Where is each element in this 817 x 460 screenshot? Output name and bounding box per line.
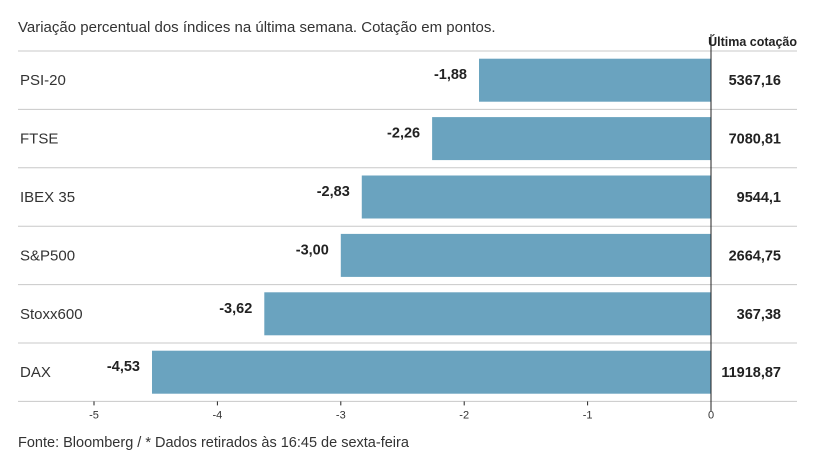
- quote-label: 11918,87: [721, 365, 781, 381]
- value-label: -1,88: [434, 67, 467, 83]
- x-tick-label: -5: [89, 409, 99, 421]
- quote-label: 2664,75: [729, 248, 781, 264]
- bar: [432, 117, 711, 161]
- chart-subtitle: Variação percentual dos índices na últim…: [18, 19, 496, 36]
- category-label: PSI-20: [20, 72, 66, 89]
- category-label: S&P500: [20, 247, 75, 264]
- value-label: -3,62: [219, 301, 252, 317]
- value-label: -3,00: [296, 242, 329, 258]
- value-label: -2,83: [317, 184, 350, 200]
- x-tick-label: 0: [708, 409, 714, 421]
- quote-label: 9544,1: [737, 190, 781, 206]
- bar: [264, 292, 711, 336]
- x-tick-label: -2: [459, 409, 469, 421]
- category-labels: PSI-20 FTSE IBEX 35 S&P500 Stoxx600 DAX: [20, 72, 83, 381]
- x-tick-label: -3: [336, 409, 346, 421]
- category-label: Stoxx600: [20, 306, 83, 323]
- category-label: DAX: [20, 364, 51, 381]
- x-axis: -5 -4 -3 -2 -1 0: [89, 34, 714, 421]
- value-label: -4,53: [107, 359, 140, 375]
- bar: [340, 233, 711, 277]
- value-label: -2,26: [387, 126, 420, 142]
- quote-label: 367,38: [737, 307, 781, 323]
- quote-column-header: Última cotação: [708, 34, 797, 49]
- bar: [479, 58, 711, 102]
- quote-label: 7080,81: [729, 132, 781, 148]
- quote-label: 5367,16: [729, 73, 781, 89]
- quote-labels: 5367,16 7080,81 9544,1 2664,75 367,38 11918,8…: [721, 73, 781, 381]
- source-note: Fonte: Bloomberg / * Dados retirados às …: [18, 435, 409, 451]
- bar: [151, 350, 712, 394]
- bars: [151, 58, 712, 394]
- category-label: IBEX 35: [20, 189, 75, 206]
- row-separators: [18, 50, 797, 402]
- category-label: FTSE: [20, 131, 58, 148]
- bar: [361, 175, 711, 219]
- x-tick-label: -1: [583, 409, 593, 421]
- x-tick-label: -4: [213, 409, 223, 421]
- value-labels: -1,88 -2,26 -2,83 -3,00 -3,62 -4,53: [107, 67, 467, 375]
